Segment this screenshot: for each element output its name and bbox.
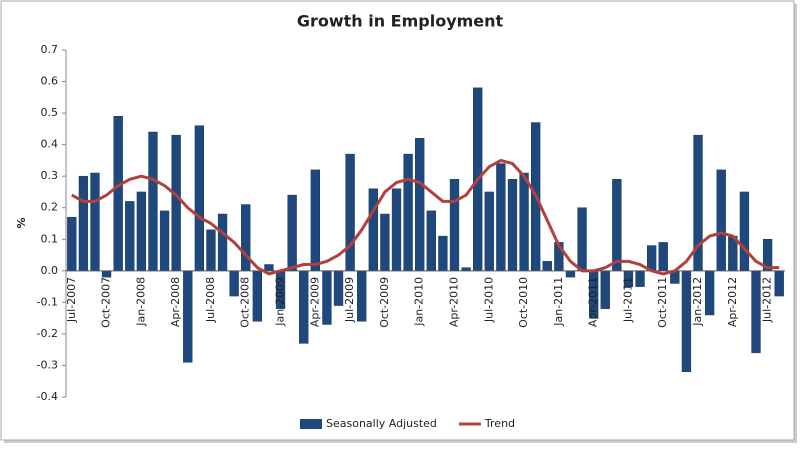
x-tick-label: Jan-2011 [552, 277, 565, 327]
x-tick-label: Apr-2012 [726, 277, 739, 327]
bar [704, 270, 715, 316]
bar [171, 134, 181, 272]
bar [299, 270, 309, 344]
bar [310, 169, 320, 272]
bar [252, 270, 263, 322]
y-tick-label: 0.6 [41, 75, 59, 88]
bar [357, 270, 367, 322]
x-tick-label: Oct-2011 [656, 277, 669, 328]
bar [391, 188, 402, 272]
x-tick-label: Oct-2009 [378, 277, 391, 328]
y-tick-label: -0.3 [37, 358, 58, 371]
y-tick-label: 0.5 [41, 106, 59, 119]
bar [368, 188, 378, 272]
bar [380, 213, 390, 272]
bar [403, 153, 413, 272]
bar [716, 169, 726, 272]
bar [612, 179, 622, 272]
x-tick-label: Jan-2009 [274, 277, 287, 327]
y-tick-label: 0.3 [41, 169, 59, 182]
bar [646, 245, 657, 272]
bar [90, 172, 100, 272]
bar [519, 172, 529, 272]
bar [159, 210, 170, 272]
bar [229, 270, 239, 297]
bar [78, 175, 89, 272]
y-tick-label: -0.2 [37, 327, 58, 340]
bar [635, 270, 645, 287]
bar [542, 261, 552, 272]
y-tick-label: -0.4 [37, 390, 58, 403]
y-tick-label: 0.2 [41, 201, 59, 214]
bar [148, 131, 158, 272]
x-tick-label: Jul-2012 [761, 277, 774, 323]
bar [136, 191, 147, 272]
bar [67, 216, 77, 272]
x-tick-label: Jul-2010 [482, 277, 495, 323]
chart-title: Growth in Employment [297, 12, 504, 31]
x-tick-label: Jul-2011 [621, 277, 634, 323]
bar [449, 179, 460, 272]
x-tick-label: Apr-2011 [587, 277, 600, 327]
y-tick-label: 0.4 [41, 138, 59, 151]
x-tick-label: Oct-2008 [239, 277, 252, 328]
x-tick-label: Jul-2008 [204, 277, 217, 323]
bar [774, 270, 784, 297]
bar [600, 270, 610, 309]
bar [287, 194, 297, 272]
bar [739, 191, 750, 272]
bar [183, 270, 193, 363]
x-tick-label: Oct-2007 [100, 277, 113, 328]
bar [496, 163, 506, 272]
bar [125, 201, 135, 272]
bar [426, 210, 436, 272]
x-tick-label: Apr-2009 [308, 277, 321, 327]
bar [507, 179, 518, 272]
bar [565, 270, 576, 278]
trend-line [71, 158, 780, 276]
bar [241, 204, 251, 272]
bar [438, 235, 448, 272]
y-tick-label: 0.7 [41, 43, 59, 56]
bar [113, 115, 123, 272]
bar [194, 125, 205, 272]
y-tick-label: -0.1 [37, 295, 58, 308]
x-tick-label: Jul-2007 [65, 277, 78, 323]
legend-label: Trend [484, 417, 515, 430]
y-axis-label: % [15, 217, 28, 228]
bar [101, 270, 112, 278]
bar [206, 229, 216, 272]
bar [217, 213, 228, 272]
bar [658, 242, 668, 272]
legend-label: Seasonally Adjusted [326, 417, 437, 430]
bar [577, 207, 587, 272]
x-tick-label: Jan-2010 [413, 277, 426, 327]
y-tick-label: 0.0 [41, 264, 59, 277]
bar [751, 270, 761, 354]
bar [264, 264, 274, 272]
bar [333, 270, 344, 306]
x-tick-label: Jan-2008 [134, 277, 147, 327]
bar [681, 270, 692, 373]
x-tick-label: Oct-2010 [517, 277, 530, 328]
x-tick-label: Jan-2012 [691, 277, 704, 327]
x-tick-label: Jul-2009 [343, 277, 356, 323]
x-tick-label: Apr-2010 [447, 277, 460, 327]
bar [345, 153, 355, 272]
x-tick-label: Apr-2008 [169, 277, 182, 327]
bar [415, 138, 425, 272]
legend-swatch [300, 419, 322, 429]
y-tick-label: 0.1 [41, 232, 59, 245]
bar [484, 191, 494, 272]
bar [322, 270, 332, 325]
